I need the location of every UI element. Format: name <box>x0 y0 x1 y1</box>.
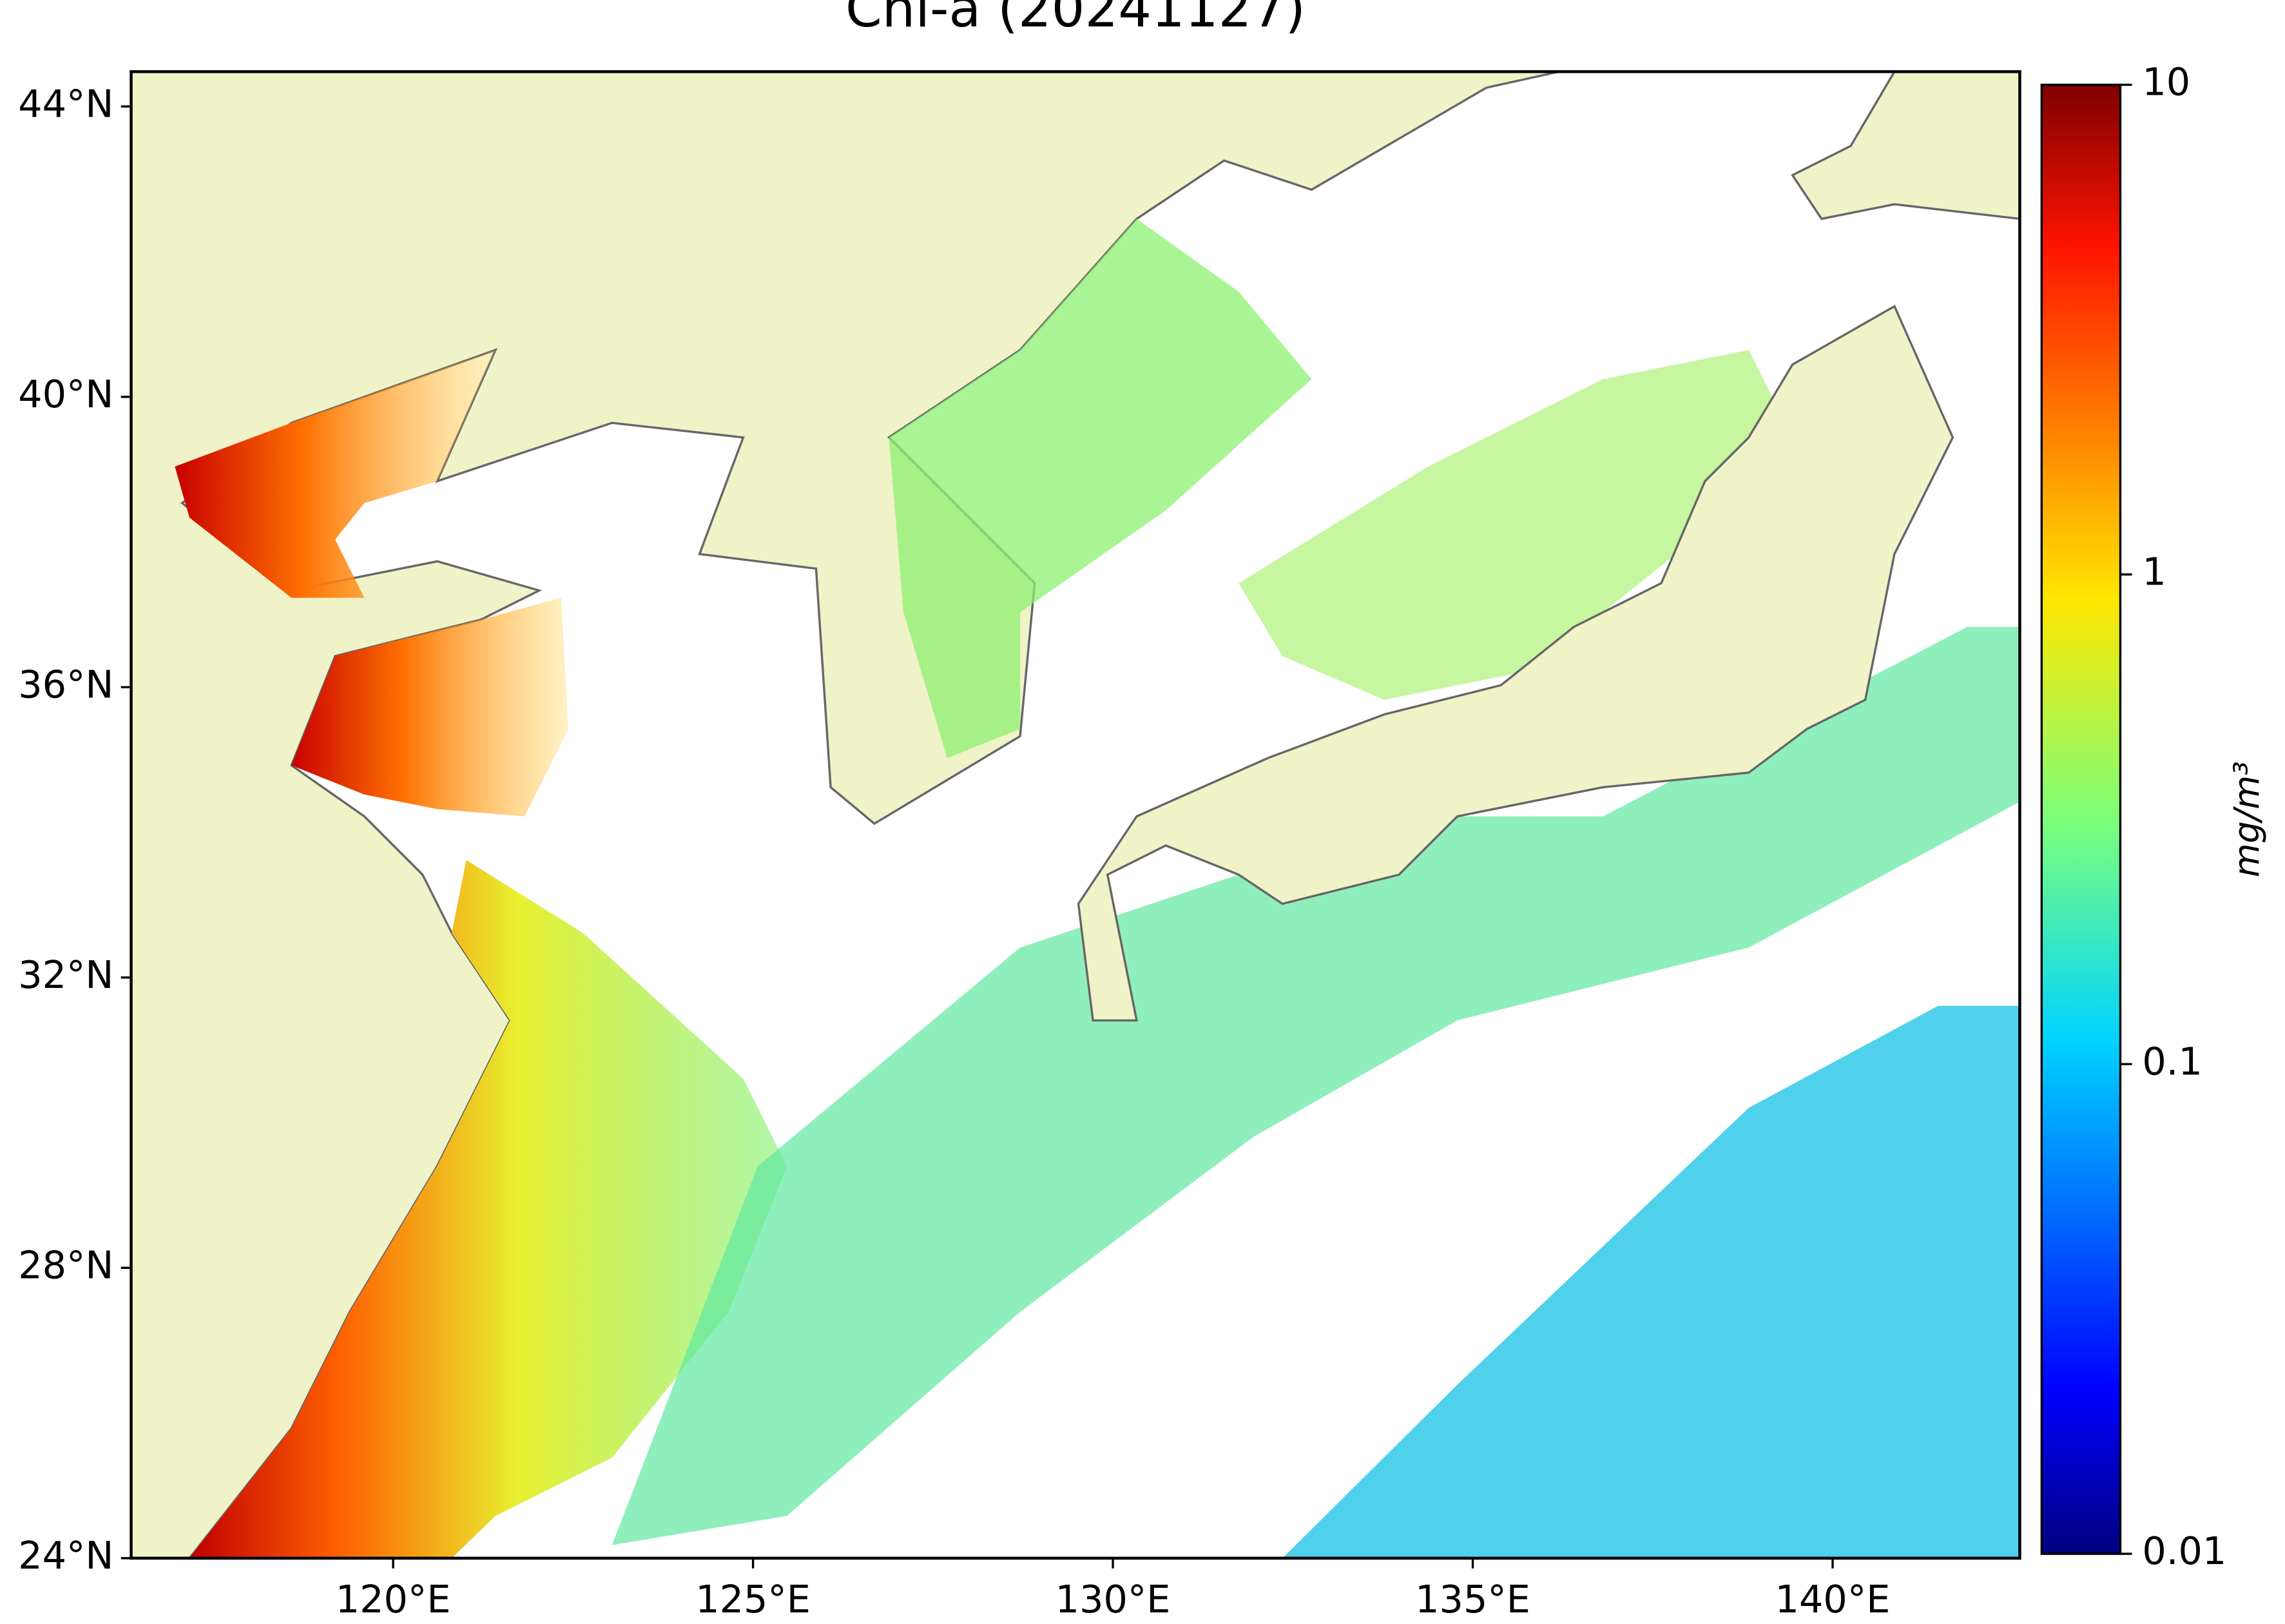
colorbar-tick-label: 10 <box>2142 60 2190 104</box>
y-tick-label: 28°N <box>18 1242 113 1287</box>
korea-strait-chl <box>889 218 1312 759</box>
japan-land <box>1077 304 1954 1022</box>
y-tick-label: 40°N <box>18 372 113 416</box>
x-tick-label: 135°E <box>1415 1577 1530 1621</box>
okinawa-chl <box>612 626 2020 1545</box>
pacific-chl <box>1282 1005 2020 1558</box>
chart-title: Chl-a (20241127) <box>845 0 1306 39</box>
x-tick-label: 125°E <box>695 1577 811 1621</box>
colorbar <box>2040 83 2122 1555</box>
ecs-chl <box>189 860 787 1558</box>
x-tick-label: 120°E <box>336 1577 451 1621</box>
colorbar-tick-label: 1 <box>2142 549 2166 594</box>
y-tick-label: 32°N <box>18 952 113 997</box>
yellow-sea-chl <box>291 597 568 817</box>
japan-sea-chl <box>1239 350 1793 700</box>
plot-frame <box>130 70 2021 1560</box>
colorbar-tick-label: 0.1 <box>2142 1039 2202 1083</box>
bohai-chl <box>175 350 496 598</box>
colorbar-tick-label: 0.01 <box>2142 1529 2226 1573</box>
x-tick-label: 140°E <box>1775 1577 1891 1621</box>
y-tick-label: 36°N <box>18 662 113 706</box>
y-tick-label: 24°N <box>18 1533 113 1578</box>
y-tick-label: 44°N <box>18 81 113 126</box>
hokkaido-land <box>1791 72 2020 220</box>
colorbar-label: mg/m³ <box>2226 761 2267 877</box>
map-area <box>131 72 2020 1558</box>
x-tick-label: 130°E <box>1056 1577 1171 1621</box>
